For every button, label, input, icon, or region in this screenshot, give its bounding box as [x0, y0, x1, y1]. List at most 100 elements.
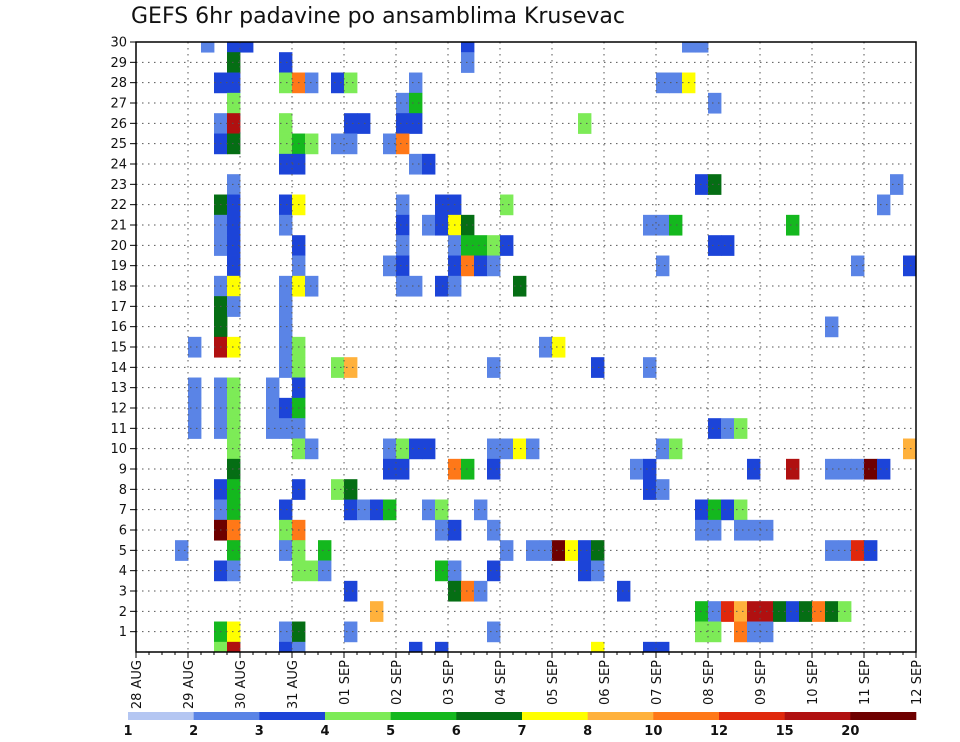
heatmap-cell: [409, 113, 423, 134]
x-tick-label: 06 SEP: [598, 660, 613, 705]
y-tick-label: 21: [110, 219, 127, 234]
heatmap-cell: [227, 479, 241, 500]
heatmap-cell: [461, 214, 475, 236]
heatmap-cell: [695, 174, 709, 195]
heatmap-cell: [396, 92, 410, 114]
colorbar-swatch: [653, 712, 720, 720]
y-tick-label: 15: [110, 341, 127, 356]
y-tick-label: 11: [110, 422, 127, 437]
colorbar-label: 20: [841, 724, 859, 739]
heatmap-cell: [227, 397, 241, 419]
heatmap-cell: [383, 133, 397, 155]
heatmap-cell: [851, 255, 865, 277]
x-tick-label: 30 AUG: [234, 660, 249, 709]
x-tick-label: 04 SEP: [494, 660, 509, 705]
heatmap-cell: [227, 194, 241, 216]
heatmap-cell: [227, 336, 241, 358]
heatmap-cell: [487, 235, 501, 256]
x-tick-label: 11 SEP: [858, 660, 873, 705]
heatmap-cell: [435, 519, 449, 541]
heatmap-cell: [396, 214, 410, 236]
heatmap-cell: [227, 377, 241, 399]
heatmap-cell: [227, 72, 241, 94]
heatmap-cell: [331, 479, 345, 500]
heatmap-cell: [864, 540, 878, 561]
colorbar-label: 8: [583, 724, 592, 739]
colorbar-label: 15: [776, 724, 794, 739]
y-axis: 1234567891011121314151617181920212223242…: [110, 36, 136, 640]
heatmap-cell: [396, 235, 410, 256]
heatmap-cell: [279, 72, 293, 94]
heatmap-cell: [305, 560, 319, 582]
heatmap-cell: [786, 601, 800, 622]
heatmap-cell: [266, 397, 280, 419]
heatmap-cell: [669, 438, 683, 460]
heatmap-cell: [487, 255, 501, 277]
heatmap-cell: [799, 601, 813, 622]
heatmap-cell: [279, 499, 293, 521]
heatmap-cell: [279, 296, 293, 317]
y-tick-label: 16: [110, 320, 127, 335]
heatmap-cell: [396, 133, 410, 155]
colorbar-swatch: [850, 712, 917, 720]
heatmap-cell: [487, 458, 501, 480]
heatmap-cell: [513, 438, 527, 460]
heatmap-cell: [825, 458, 839, 480]
heatmap-cell: [552, 540, 566, 561]
colorbar-swatch: [522, 712, 588, 720]
heatmap-cell: [630, 458, 644, 480]
heatmap-cell: [643, 479, 657, 500]
heatmap-cell: [669, 214, 683, 236]
heatmap-cell: [344, 113, 358, 134]
heatmap-cell: [682, 42, 696, 53]
heatmap-cell: [227, 560, 241, 582]
heatmap-cell: [344, 479, 358, 500]
x-tick-label: 09 SEP: [754, 660, 769, 705]
heatmap-cell: [227, 540, 241, 561]
heatmap-cell: [396, 275, 410, 297]
heatmap-cell: [500, 438, 514, 460]
colorbar-swatch: [456, 712, 523, 720]
heatmap-cell: [721, 499, 735, 521]
heatmap-cell: [279, 316, 293, 338]
heatmap-cell: [461, 458, 475, 480]
heatmap-cell: [383, 499, 397, 521]
x-tick-label: 10 SEP: [806, 660, 821, 705]
heatmap-cell: [227, 174, 241, 195]
heatmap-cell: [383, 458, 397, 480]
colorbar-swatch: [325, 712, 391, 720]
heatmap-cell: [409, 641, 423, 652]
heatmap-cell: [227, 438, 241, 460]
heatmap-cell: [279, 113, 293, 134]
heatmap-cell: [552, 336, 566, 358]
heatmap-cell: [396, 255, 410, 277]
heatmap-cell: [331, 357, 345, 378]
heatmap-cell: [487, 519, 501, 541]
heatmap-cell: [591, 641, 605, 652]
colorbar-swatch: [390, 712, 457, 720]
heatmap-cell: [227, 235, 241, 256]
heatmap-cell: [227, 519, 241, 541]
heatmap-cell: [643, 641, 657, 652]
y-tick-label: 30: [110, 36, 127, 51]
heatmap-cell: [344, 357, 358, 378]
heatmap-cell: [227, 113, 241, 134]
heatmap-cell: [643, 214, 657, 236]
heatmap-cell: [851, 458, 865, 480]
heatmap-cell: [409, 275, 423, 297]
y-tick-label: 12: [110, 402, 127, 417]
heatmap-cell: [487, 438, 501, 460]
colorbar-label: 3: [255, 724, 264, 739]
y-tick-label: 7: [119, 503, 127, 518]
heatmap-cell: [565, 540, 579, 561]
heatmap-cell: [877, 458, 891, 480]
heatmap-cell: [266, 377, 280, 399]
heatmap-cell: [331, 72, 345, 94]
heatmap-cell: [227, 621, 241, 643]
heatmap-cell: [383, 438, 397, 460]
heatmap-cell: [279, 133, 293, 155]
heatmap-cell: [305, 275, 319, 297]
heatmap-cell: [279, 540, 293, 561]
heatmap-cell: [487, 560, 501, 582]
heatmap-cell: [188, 397, 202, 419]
